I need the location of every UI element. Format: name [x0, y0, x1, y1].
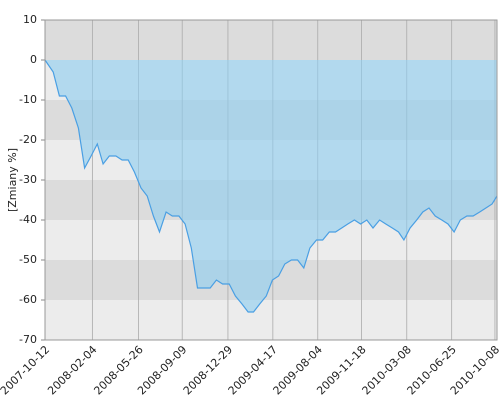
y-tick-label: -40 — [19, 213, 37, 226]
y-axis-label: [Zmiany %] — [6, 148, 19, 212]
line — [44, 59, 498, 313]
y-tick-label: 10 — [23, 13, 37, 26]
plot-frame — [44, 19, 498, 341]
y-tick-label: -50 — [19, 253, 37, 266]
area-fill — [45, 60, 497, 312]
y-tick-label: -10 — [19, 93, 37, 106]
y-tick-label: -60 — [19, 293, 37, 306]
y-tick-label: 0 — [30, 53, 37, 66]
y-tick-label: -30 — [19, 173, 37, 186]
y-tick-label: -70 — [19, 333, 37, 346]
band — [45, 20, 497, 60]
x-tick-label: 2007-10-12 — [0, 343, 52, 397]
y-tick-label: -20 — [19, 133, 37, 146]
band — [45, 300, 497, 340]
